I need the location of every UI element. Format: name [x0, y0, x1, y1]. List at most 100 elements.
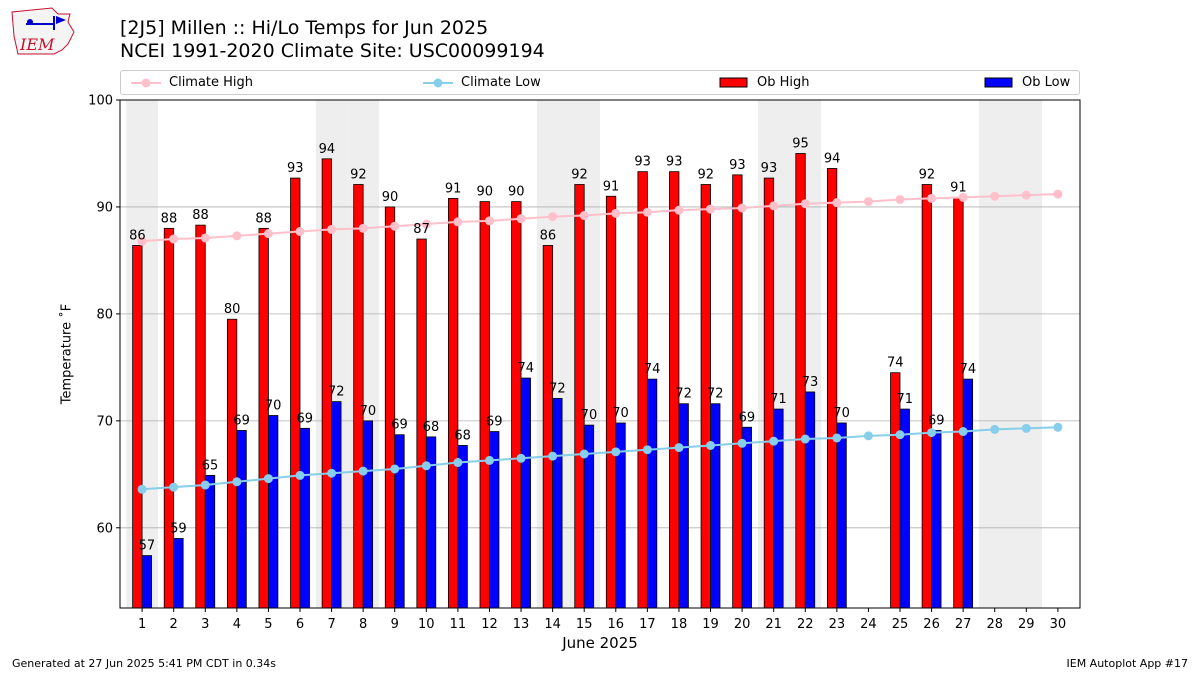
ob-high-label-11: 91 [445, 181, 462, 196]
ob-low-label-26: 69 [928, 413, 945, 428]
climate-high-point-5 [263, 229, 273, 239]
x-tick-label-1: 1 [138, 617, 146, 632]
ob-low-label-20: 69 [739, 410, 756, 425]
climate-high-point-26 [927, 193, 937, 203]
chart-subtitle: NCEI 1991-2020 Climate Site: USC00099194 [120, 40, 545, 62]
ob-high-label-25: 74 [887, 356, 904, 371]
ob-high-label-26: 92 [919, 167, 936, 182]
ob-high-label-7: 94 [319, 142, 336, 157]
ob-high-label-2: 88 [161, 211, 178, 226]
ob-low-label-15: 70 [581, 408, 598, 423]
climate-high-point-13 [516, 214, 526, 224]
climate-low-point-1 [137, 484, 147, 494]
ob-low-bar-4 [236, 430, 247, 609]
y-tick-label-90: 90 [96, 200, 113, 215]
climate-low-point-5 [263, 474, 273, 484]
climate-low-point-22 [800, 434, 810, 444]
ob-high-bar-15 [574, 184, 585, 609]
ob-high-bar-13 [511, 201, 522, 609]
ob-high-bar-12 [479, 201, 490, 609]
ob-high-label-9: 90 [382, 190, 399, 205]
climate-low-point-29 [1021, 423, 1031, 433]
legend-item-climate-low: Climate Low [423, 71, 541, 94]
x-tick-label-11: 11 [450, 617, 467, 632]
climate-high-point-30 [1053, 189, 1063, 199]
climate-low-point-7 [327, 468, 337, 478]
climate-high-point-12 [484, 216, 494, 226]
ob-high-bar-5 [258, 227, 269, 609]
climate-low-point-14 [548, 451, 558, 461]
footer-generated: Generated at 27 Jun 2025 5:41 PM CDT in … [12, 657, 277, 670]
climate-low-point-19 [706, 440, 716, 450]
climate-low-point-13 [516, 453, 526, 463]
ob-high-label-5: 88 [255, 211, 272, 226]
ob-high-label-21: 93 [761, 161, 778, 176]
ob-high-label-3: 88 [192, 208, 209, 223]
y-tick-label-60: 60 [96, 521, 113, 536]
logo-text: IEM [19, 35, 55, 54]
x-tick-label-13: 13 [513, 617, 530, 632]
ob-high-bar-27 [953, 196, 964, 609]
x-tick-label-23: 23 [829, 617, 846, 632]
climate-high-point-19 [706, 204, 716, 214]
ob-high-label-23: 94 [824, 151, 841, 166]
x-tick-label-22: 22 [797, 617, 814, 632]
x-tick-label-14: 14 [544, 617, 561, 632]
ob-low-label-3: 65 [202, 458, 219, 473]
climate-high-point-25 [895, 194, 905, 204]
weekend-shade-29 [1010, 100, 1043, 608]
climate-high-point-23 [832, 198, 842, 208]
ob-high-bar-1 [132, 245, 143, 609]
ob-low-label-11: 68 [454, 428, 471, 443]
ob-low-label-4: 69 [233, 413, 250, 428]
ob-high-bar-3 [195, 224, 206, 609]
ob-high-label-13: 90 [508, 185, 525, 200]
climate-low-point-3 [200, 480, 210, 490]
ob-low-bar-6 [299, 427, 310, 609]
ob-low-label-5: 70 [265, 398, 282, 413]
legend-label-ob-low: Ob Low [1022, 75, 1071, 90]
x-tick-label-20: 20 [734, 617, 751, 632]
y-axis-label: Temperature ˚F [59, 303, 75, 405]
climate-low-point-4 [232, 477, 242, 487]
ob-low-label-12: 69 [486, 415, 503, 430]
climate-high-point-29 [1021, 190, 1031, 200]
bar-labels: 86 57 88 59 88 65 80 69 88 70 93 69 94 72 92 70 90 69 87 68… [129, 136, 976, 553]
climate-high-point-10 [421, 219, 431, 229]
ob-low-bar-14 [552, 397, 563, 609]
climate-lines [137, 189, 1063, 494]
ob-low-bar-8 [362, 420, 374, 609]
plot-frame [119, 99, 1081, 609]
climate-high-point-27 [958, 192, 968, 202]
ob-high-label-12: 90 [476, 185, 493, 200]
ob-high-bar-14 [542, 245, 554, 609]
ob-low-label-13: 74 [518, 361, 535, 376]
ob-high-bar-16 [605, 195, 617, 609]
climate-high-point-6 [295, 227, 305, 237]
ob-low-label-25: 71 [896, 392, 913, 407]
x-tick-label-19: 19 [702, 617, 719, 632]
x-tick-label-21: 21 [765, 617, 782, 632]
ob-low-label-6: 69 [296, 411, 313, 426]
climate-low-point-24 [863, 431, 873, 441]
ob-high-label-15: 92 [571, 167, 588, 182]
climate-low-point-20 [737, 438, 747, 448]
x-tick-label-4: 4 [233, 617, 241, 632]
ob-high-swatch [719, 77, 748, 87]
legend-item-climate-high: Climate High [131, 71, 253, 94]
ob-low-label-1: 57 [139, 539, 156, 554]
ob-low-bar-19 [710, 403, 721, 609]
climate-high-point-24 [863, 197, 873, 207]
climate-low-point-25 [895, 430, 905, 440]
legend-label-ob-high: Ob High [757, 75, 810, 90]
x-tick-label-30: 30 [1050, 617, 1067, 632]
ob-high-label-16: 91 [603, 179, 620, 194]
climate-low-point-12 [484, 455, 494, 465]
climate-low-point-10 [421, 461, 431, 471]
x-tick-label-16: 16 [608, 617, 625, 632]
ob-low-bar-7 [331, 401, 342, 609]
ob-low-bar-5 [268, 415, 279, 609]
x-tick-label-10: 10 [418, 617, 435, 632]
y-tick-label-100: 100 [88, 94, 113, 109]
